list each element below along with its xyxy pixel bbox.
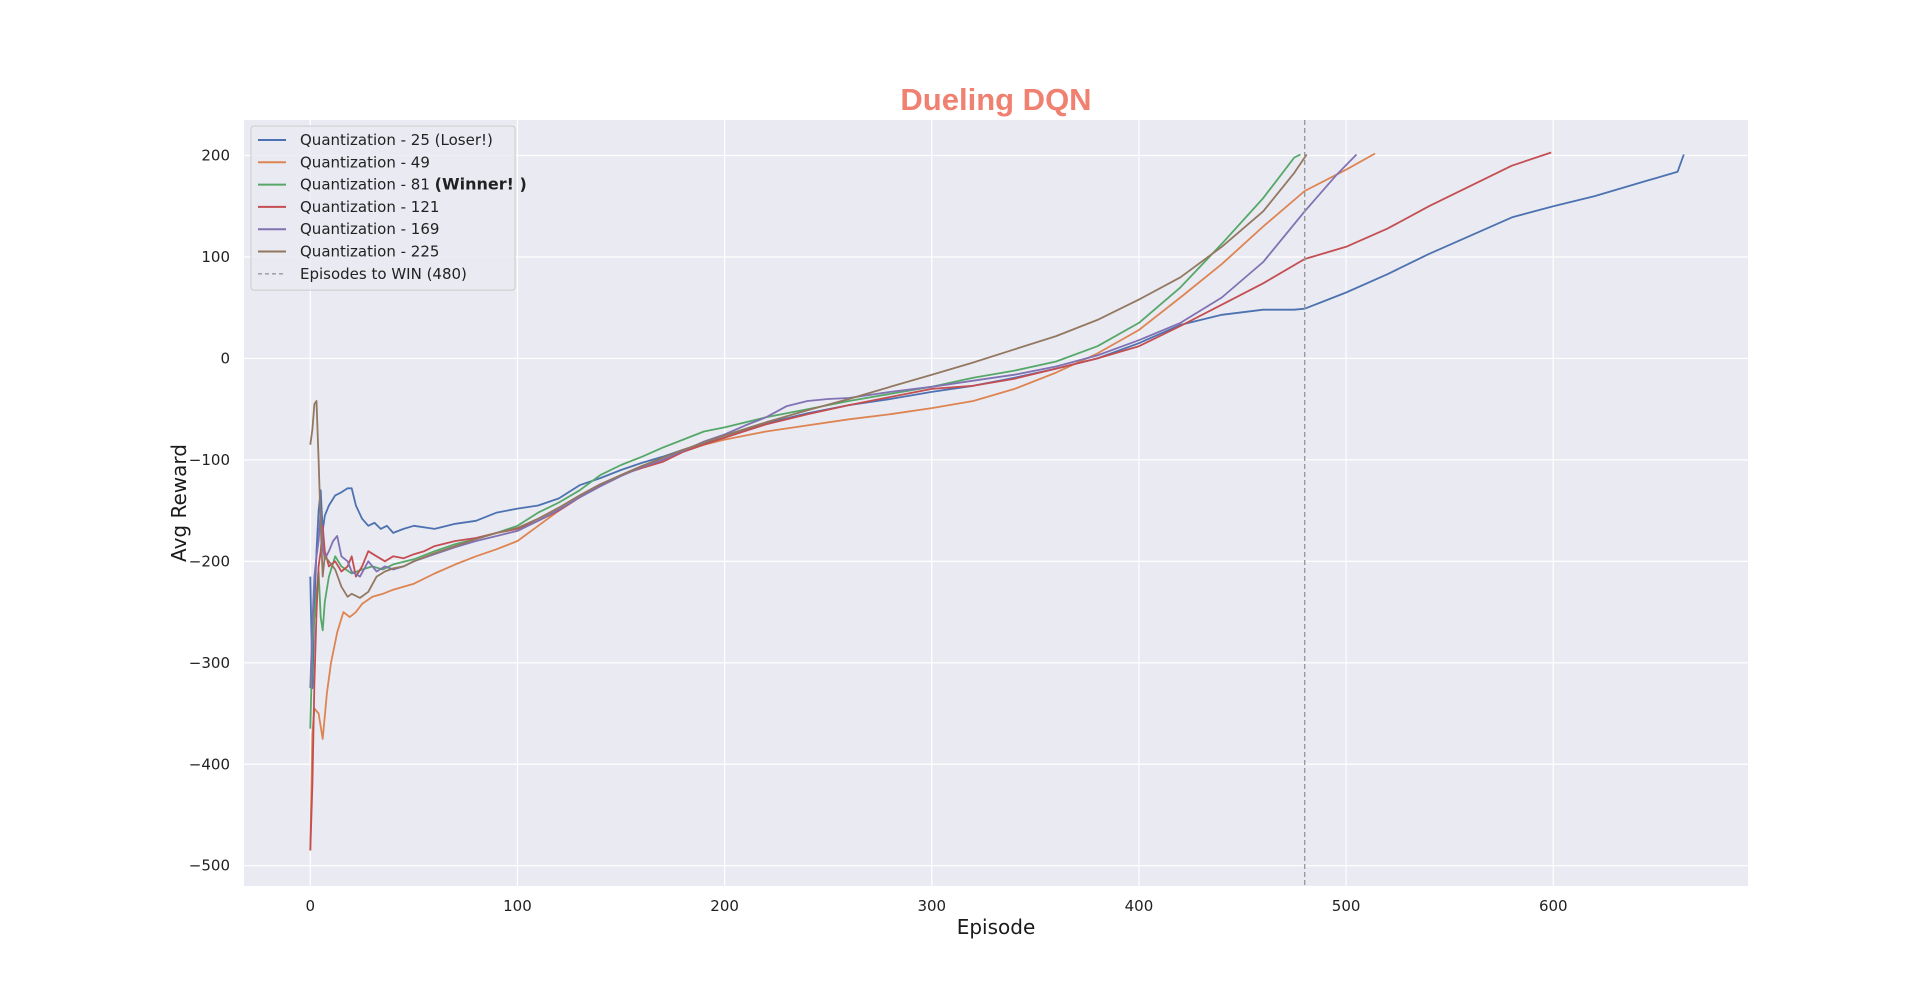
- y-tick-label: 200: [201, 147, 230, 165]
- y-tick-label: 100: [201, 248, 230, 266]
- y-tick-label: −100: [189, 451, 230, 469]
- legend-entry-label: Quantization - 225: [300, 243, 439, 261]
- ticks: 0 100 200 300 400 500 600 200 100 0 −100 −200 −300 −4…: [189, 147, 1568, 915]
- y-axis-label: Avg Reward: [167, 444, 191, 562]
- series-layer: [309, 120, 1685, 886]
- chart-title: Dueling DQN: [900, 82, 1091, 117]
- x-tick-label: 100: [503, 897, 532, 915]
- y-tick-label: −300: [189, 654, 230, 672]
- series-line-2: [309, 153, 1301, 729]
- legend-entry-label: Quantization - 25 (Loser!): [300, 131, 493, 149]
- legend-entry-label: Quantization - 169: [300, 220, 439, 238]
- legend-entry-text: Quantization - 81: [300, 176, 435, 194]
- series-line-5: [309, 153, 1308, 599]
- y-tick-label: −500: [189, 857, 230, 875]
- x-tick-label: 400: [1125, 897, 1154, 915]
- x-axis-label: Episode: [957, 915, 1036, 939]
- x-tick-label: 600: [1539, 897, 1568, 915]
- y-tick-label: −200: [189, 552, 230, 570]
- series-line-0: [309, 154, 1685, 690]
- x-tick-label: 0: [306, 897, 316, 915]
- legend-entry-label: Quantization - 121: [300, 198, 439, 216]
- legend-entry-label: Episodes to WIN (480): [300, 265, 467, 283]
- legend-entry-bold-text: (Winner! ): [435, 175, 527, 194]
- legend-entry-label: Quantization - 81 (Winner! ): [300, 175, 527, 194]
- series-line-4: [309, 153, 1358, 689]
- legend: Quantization - 25 (Loser!) Quantization -…: [250, 125, 527, 291]
- y-tick-label: 0: [220, 349, 230, 367]
- x-tick-label: 500: [1332, 897, 1361, 915]
- legend-entry-label: Quantization - 49: [300, 153, 430, 171]
- x-tick-label: 300: [917, 897, 946, 915]
- x-tick-label: 200: [710, 897, 739, 915]
- legend-box: [250, 125, 516, 291]
- y-tick-label: −400: [189, 755, 230, 773]
